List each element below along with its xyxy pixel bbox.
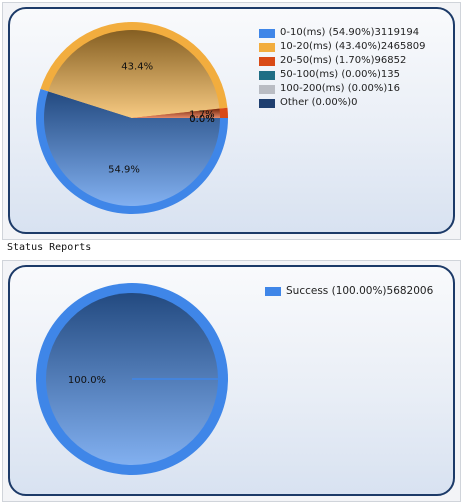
pie-slice-0-10-ms- bbox=[36, 88, 228, 214]
pie-data-label: 43.4% bbox=[121, 61, 153, 72]
legend-item: Success (100.00%)5682006 bbox=[265, 284, 433, 298]
legend-item: 0-10(ms) (54.90%)3119194 bbox=[259, 26, 425, 40]
pie-slice-10-20-ms- bbox=[40, 21, 228, 119]
legend-item: 20-50(ms) (1.70%)96852 bbox=[259, 54, 425, 68]
pie-slice-success bbox=[36, 283, 228, 475]
pie-data-label: 0.0% bbox=[189, 114, 214, 125]
legend-swatch bbox=[259, 84, 275, 94]
legend-label: 50-100(ms) (0.00%)135 bbox=[280, 69, 401, 80]
legend-item: 50-100(ms) (0.00%)135 bbox=[259, 68, 425, 82]
pie-data-label: 100.0% bbox=[68, 375, 106, 386]
legend-swatch bbox=[259, 70, 275, 80]
legend-item: 10-20(ms) (43.40%)2465809 bbox=[259, 40, 425, 54]
legend-label: 100-200(ms) (0.00%)16 bbox=[280, 83, 401, 94]
pie-data-label: 0.0% bbox=[189, 114, 214, 125]
legend-swatch bbox=[259, 42, 275, 52]
pie-slice-20-50-ms- bbox=[132, 107, 228, 118]
section-title: Status Reports bbox=[7, 242, 92, 253]
pie-data-label: 54.9% bbox=[108, 164, 140, 175]
legend-item: 100-200(ms) (0.00%)16 bbox=[259, 82, 425, 96]
latency-pie-chart: 54.9%43.4%1.7%0.0%0.0% bbox=[36, 21, 228, 214]
legend-swatch bbox=[265, 286, 281, 296]
pie-data-label: 1.7% bbox=[189, 110, 214, 121]
status-pie-chart: 100.0% bbox=[36, 283, 228, 475]
status-legend: Success (100.00%)5682006 bbox=[265, 284, 433, 298]
legend-label: Success (100.00%)5682006 bbox=[286, 285, 434, 297]
legend-swatch bbox=[259, 98, 275, 108]
legend-item: Other (0.00%)0 bbox=[259, 96, 425, 110]
latency-legend: 0-10(ms) (54.90%)3119194 10-20(ms) (43.40… bbox=[259, 26, 425, 110]
legend-label: 0-10(ms) (54.90%)3119194 bbox=[280, 27, 420, 38]
legend-label: Other (0.00%)0 bbox=[280, 97, 358, 108]
chart-panel-status: 100.0% Success (100.00%)5682006 bbox=[8, 265, 455, 496]
chart-container-latency: 54.9% 43.4% 1.7% 0.0% 0.0% 0-10(ms) (54.90%)… bbox=[2, 2, 461, 240]
legend-label: 10-20(ms) (43.40%)2465809 bbox=[280, 41, 426, 52]
chart-panel-latency: 54.9% 43.4% 1.7% 0.0% 0.0% 0-10(ms) (54.90%)… bbox=[8, 7, 455, 234]
chart-container-status: 100.0% Success (100.00%)5682006 bbox=[2, 260, 461, 502]
legend-label: 20-50(ms) (1.70%)96852 bbox=[280, 55, 407, 66]
legend-swatch bbox=[259, 28, 275, 38]
legend-swatch bbox=[259, 56, 275, 66]
